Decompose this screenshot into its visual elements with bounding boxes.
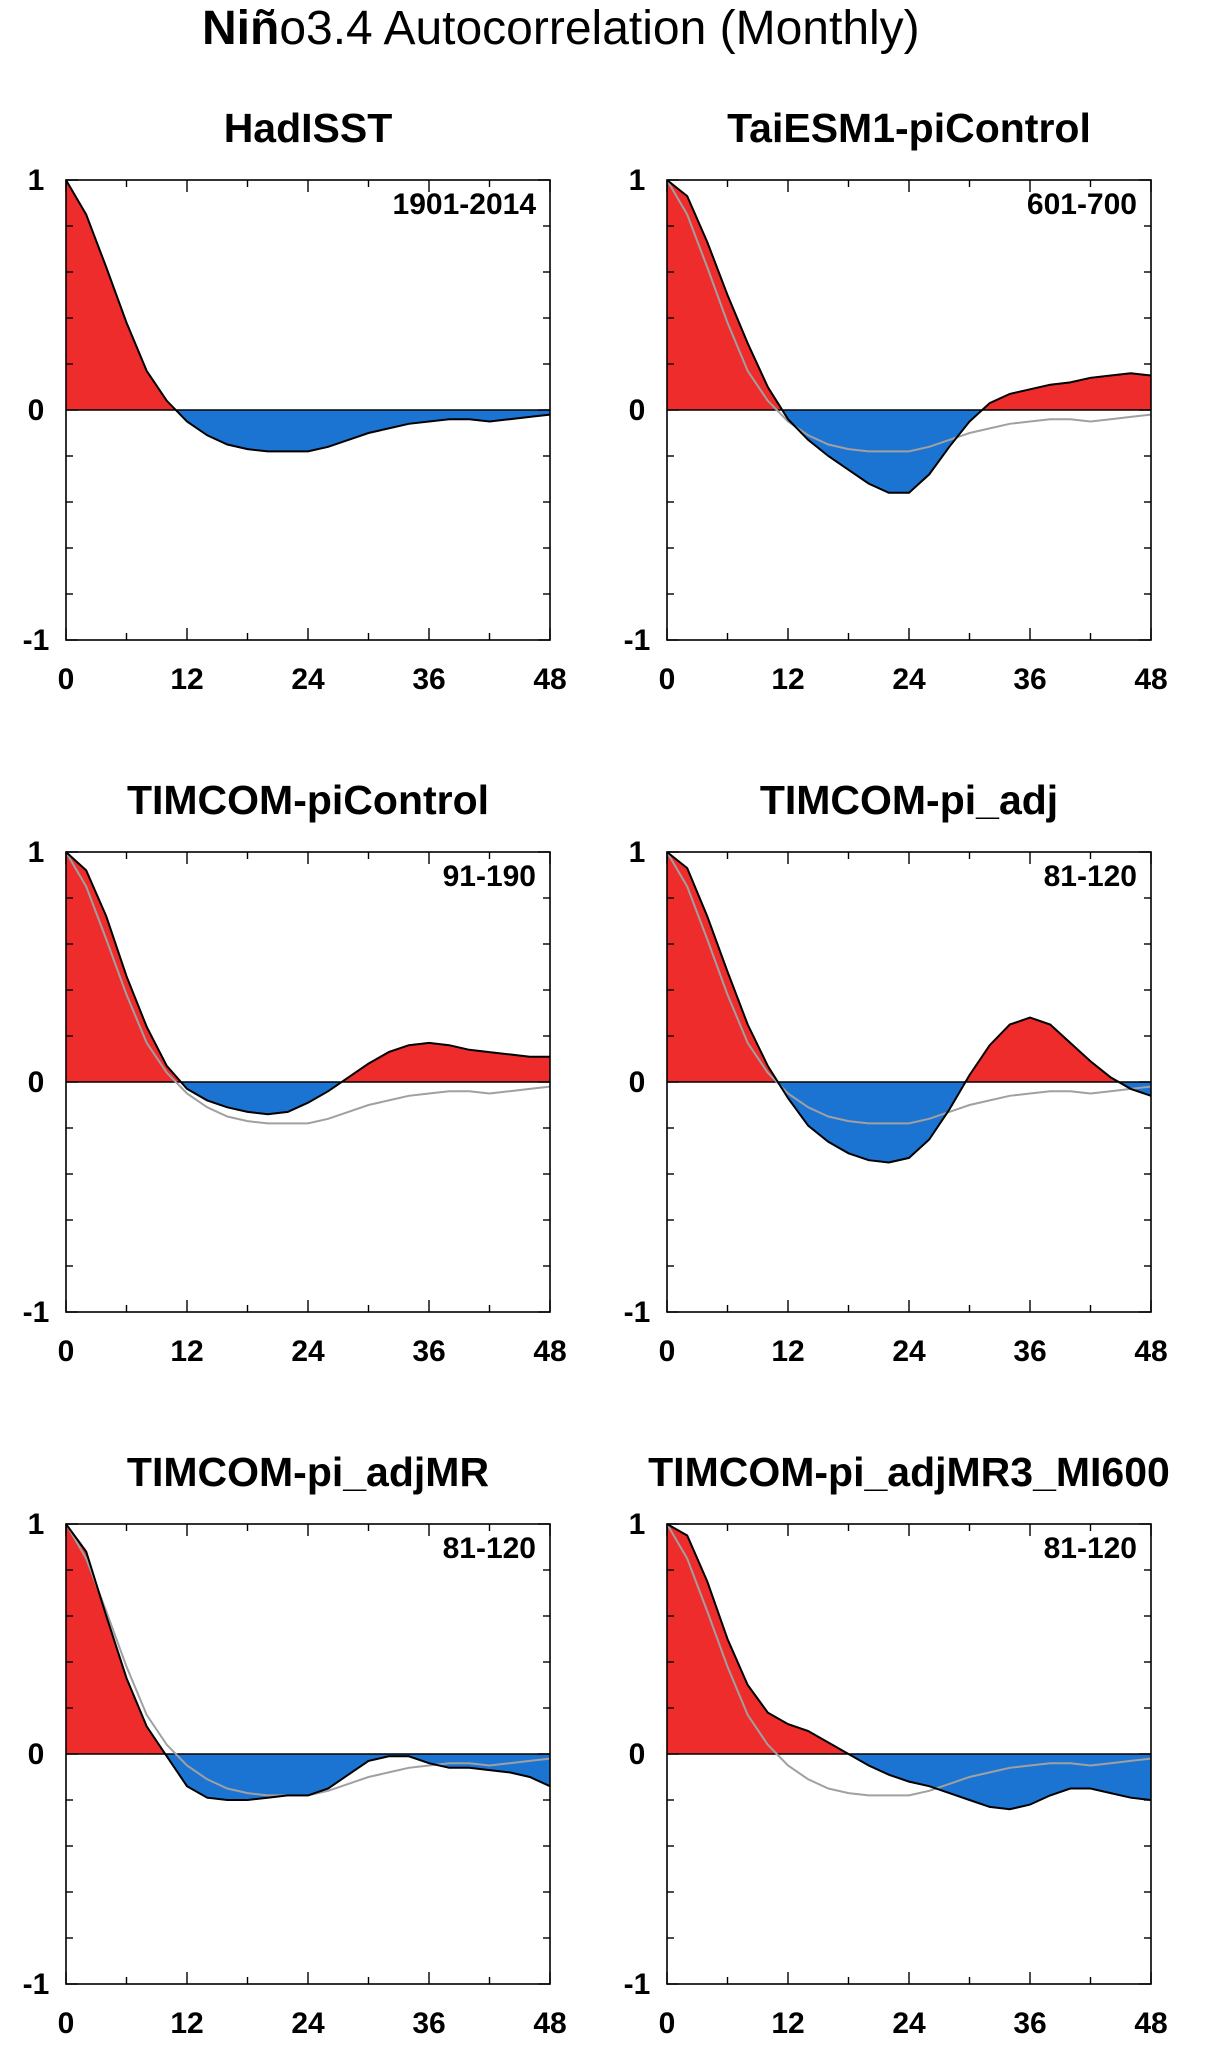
y-tick-label: -1: [624, 624, 651, 657]
period-label: 81-120: [1044, 860, 1137, 893]
reference-line: [666, 179, 1152, 453]
period-label: 81-120: [443, 1532, 536, 1565]
autocorrelation-line: [65, 851, 550, 1116]
reference-line: [666, 851, 1152, 1125]
period-label: 1901-2014: [393, 188, 537, 221]
panel-title: TIMCOM-pi_adjMR3_MI600: [648, 1449, 1170, 1495]
y-tick-label: 1: [629, 836, 646, 869]
period-label: 601-700: [1027, 188, 1137, 221]
figure-title: Niño3.4 Autocorrelation (Monthly): [202, 2, 920, 55]
y-tick-label: 0: [629, 394, 646, 427]
negative-fill: [180, 1082, 342, 1115]
x-tick-label: 48: [1134, 2007, 1167, 2040]
x-tick-label: 12: [170, 663, 203, 696]
y-tick-label: 0: [28, 1066, 45, 1099]
figure-title-rest: o3.4 Autocorrelation (Monthly): [279, 2, 919, 55]
x-tick-label: 0: [58, 663, 75, 696]
y-tick-label: -1: [624, 1968, 651, 2001]
y-tick-label: 0: [629, 1066, 646, 1099]
panel-title: TIMCOM-pi_adjMR: [127, 1449, 489, 1495]
y-tick-label: 0: [28, 1738, 45, 1771]
positive-fill: [965, 1017, 1119, 1082]
positive-fill: [66, 180, 176, 410]
x-tick-label: 24: [892, 663, 926, 696]
x-tick-label: 48: [1134, 663, 1167, 696]
x-tick-label: 24: [291, 2007, 325, 2040]
x-tick-label: 48: [533, 1335, 566, 1368]
x-tick-label: 12: [170, 1335, 203, 1368]
positive-fill: [667, 180, 783, 410]
positive-fill: [66, 1524, 166, 1754]
reference-line: [65, 851, 551, 1125]
y-tick-label: -1: [23, 624, 50, 657]
x-tick-label: 24: [291, 663, 325, 696]
y-tick-label: 0: [629, 1738, 646, 1771]
period-label: 81-120: [1044, 1532, 1137, 1565]
negative-fill: [777, 1082, 966, 1163]
x-tick-label: 0: [58, 1335, 75, 1368]
period-label: 91-190: [443, 860, 536, 893]
x-tick-label: 36: [412, 1335, 445, 1368]
autocorrelation-line: [666, 179, 1152, 494]
autocorrelation-line: [65, 1523, 551, 1801]
panel-title: HadISST: [224, 105, 393, 151]
panel-title: TIMCOM-piControl: [127, 777, 489, 823]
x-tick-label: 12: [170, 2007, 203, 2040]
y-tick-label: -1: [23, 1296, 50, 1329]
x-tick-label: 36: [1013, 1335, 1046, 1368]
x-tick-label: 0: [659, 663, 676, 696]
x-tick-label: 12: [771, 1335, 804, 1368]
negative-fill: [165, 1754, 551, 1800]
x-tick-label: 24: [892, 1335, 926, 1368]
panel-title: TaiESM1-piControl: [727, 105, 1091, 151]
x-tick-label: 0: [58, 2007, 75, 2040]
x-tick-label: 12: [771, 663, 804, 696]
reference-line: [666, 1523, 1152, 1797]
x-tick-label: 36: [412, 663, 445, 696]
x-tick-label: 48: [533, 663, 566, 696]
y-tick-label: -1: [624, 1296, 651, 1329]
y-tick-label: 0: [28, 394, 45, 427]
x-tick-label: 0: [659, 2007, 676, 2040]
y-tick-label: 1: [28, 1508, 45, 1541]
y-tick-label: 1: [28, 164, 45, 197]
figure-title-bold: Niñ: [202, 2, 279, 55]
positive-fill: [667, 852, 778, 1082]
x-tick-label: 12: [771, 2007, 804, 2040]
x-tick-label: 24: [291, 1335, 325, 1368]
x-tick-label: 24: [892, 2007, 926, 2040]
x-tick-label: 36: [412, 2007, 445, 2040]
x-tick-label: 36: [1013, 663, 1046, 696]
autocorrelation-line: [666, 1523, 1152, 1811]
positive-fill: [667, 1524, 849, 1754]
negative-fill: [175, 410, 551, 452]
autocorrelation-line: [65, 179, 551, 453]
negative-fill: [848, 1754, 1151, 1810]
panel-title: TIMCOM-pi_adj: [760, 777, 1058, 823]
autocorrelation-line: [666, 851, 1152, 1164]
x-tick-label: 0: [659, 1335, 676, 1368]
y-tick-label: 1: [629, 164, 646, 197]
y-tick-label: -1: [23, 1968, 50, 2001]
x-tick-label: 36: [1013, 2007, 1046, 2040]
y-tick-label: 1: [28, 836, 45, 869]
x-tick-label: 48: [1134, 1335, 1167, 1368]
positive-fill: [982, 373, 1151, 410]
positive-fill: [341, 1042, 550, 1082]
x-tick-label: 48: [533, 2007, 566, 2040]
y-tick-label: 1: [629, 1508, 646, 1541]
